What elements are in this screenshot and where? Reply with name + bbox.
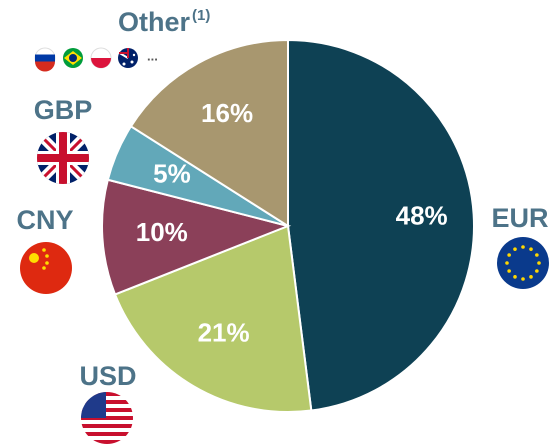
footnote-marker: (1) xyxy=(192,7,210,24)
more-text: ... xyxy=(147,48,158,63)
category-label: EUR xyxy=(491,203,548,233)
star xyxy=(535,269,539,273)
pie-slice xyxy=(287,38,475,412)
star xyxy=(507,253,511,257)
star xyxy=(513,247,517,251)
star xyxy=(505,261,509,265)
value-label: 10% xyxy=(136,217,188,247)
value-label: 16% xyxy=(201,98,253,128)
flag-br xyxy=(63,48,83,68)
stripe xyxy=(81,416,133,420)
flag-eu xyxy=(497,237,549,289)
stripe xyxy=(81,432,133,436)
star xyxy=(529,247,533,251)
flag-uk xyxy=(37,132,89,184)
star xyxy=(535,253,539,257)
pie-slice xyxy=(101,178,292,296)
flag-cn xyxy=(20,242,72,294)
pie-slice xyxy=(129,38,289,228)
flag-pl xyxy=(90,47,112,69)
flag-us xyxy=(81,392,133,444)
flag-au xyxy=(117,48,138,68)
category-label: USD xyxy=(79,361,136,391)
value-label: 48% xyxy=(396,200,448,230)
pie xyxy=(101,38,475,413)
star xyxy=(529,275,533,279)
stripe xyxy=(81,408,133,412)
stripe xyxy=(81,424,133,428)
value-label: 5% xyxy=(153,159,191,189)
value-label: 21% xyxy=(198,318,250,348)
stripe xyxy=(81,392,133,396)
star xyxy=(521,245,525,249)
star xyxy=(537,261,541,265)
category-label: CNY xyxy=(16,205,73,235)
stripe xyxy=(81,400,133,404)
pie-slice xyxy=(113,224,313,413)
stripe xyxy=(81,440,133,444)
category-label: Other xyxy=(118,7,191,37)
star xyxy=(513,275,517,279)
flag-ru xyxy=(34,47,56,72)
star xyxy=(521,277,525,281)
category-label: GBP xyxy=(34,95,93,125)
star xyxy=(507,269,511,273)
